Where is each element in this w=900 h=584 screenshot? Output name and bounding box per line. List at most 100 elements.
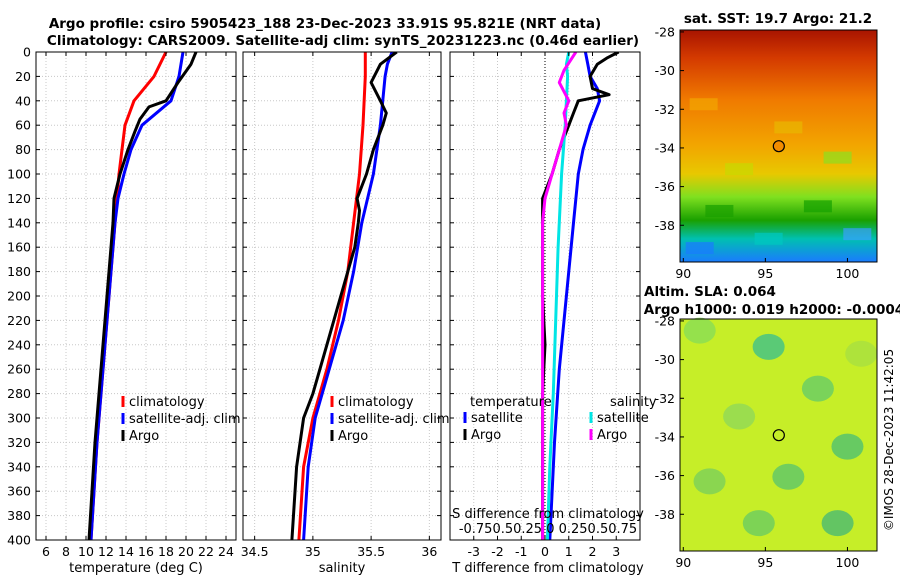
x-tick-label: 1: [565, 544, 573, 559]
sst-patch: [705, 204, 734, 217]
figure-title-line1: Argo profile: csiro 5905423_188 23-Dec-2…: [49, 16, 601, 32]
sla-blob: [752, 333, 785, 360]
y-tick-label: 120: [7, 191, 31, 206]
legend-s-satellite-label: satellite: [597, 411, 649, 426]
temperature-argo-line: [87, 52, 198, 540]
sst-map-title: sat. SST: 19.7 Argo: 21.2: [684, 11, 872, 27]
sst-patch: [803, 200, 832, 213]
argo-position-marker: [772, 429, 785, 442]
y-tick-label: 380: [7, 508, 31, 523]
legend-s-argo-label: Argo: [597, 428, 627, 443]
sla-map-frame: [679, 318, 878, 552]
sla-blob: [801, 375, 834, 402]
y-tick-label: 200: [7, 289, 31, 304]
map-x-tick-label: 100: [836, 266, 860, 281]
sla-blob: [845, 340, 878, 367]
x-tick-label: 35.5: [357, 544, 385, 559]
map-y-tick-label: -34: [655, 429, 675, 444]
difference-series-group: [541, 52, 620, 540]
y-tick-label: 360: [7, 484, 31, 499]
map-x-tick-label: 90: [675, 555, 691, 570]
y-tick-label: 140: [7, 215, 31, 230]
x-tick-label: 20: [178, 544, 194, 559]
y-tick-label: 220: [7, 313, 31, 328]
sla-blob: [693, 468, 726, 495]
x-tick-label: -2: [491, 544, 503, 559]
salinity-argo-line: [290, 52, 398, 540]
sla-blob: [742, 510, 775, 537]
x-tick-label: 6: [42, 544, 50, 559]
x-tick-label: 22: [198, 544, 214, 559]
legend-t-argo-label: Argo: [471, 428, 501, 443]
legend-satellite-label: satellite-adj. clim: [129, 412, 241, 427]
x-tick-label: 18: [158, 544, 174, 559]
y-tick-label: 300: [7, 411, 31, 426]
sst-patch: [754, 232, 783, 245]
map-y-tick-label: -28: [655, 313, 675, 328]
x-tick-label: 2: [589, 544, 597, 559]
imos-credit: ©IMOS 28-Dec-2023 11:42:05: [882, 349, 896, 531]
map-y-tick-label: -32: [655, 391, 675, 406]
x-tick-label: 10: [78, 544, 94, 559]
salinity-panel: 34.5 35 35.5 36: [241, 51, 442, 559]
map-x-tick-label: 95: [757, 266, 773, 281]
difference-salinity-argo-line: [541, 52, 578, 540]
legend-salinity-title: salinity: [610, 395, 657, 410]
sst-patch: [689, 98, 718, 111]
salinity-xlabel: salinity: [319, 561, 366, 576]
map-x-tick-label: 90: [675, 266, 691, 281]
x-tick-label: 35: [305, 544, 321, 559]
map-x-tick-label: 100: [836, 555, 860, 570]
y-tick-label: 400: [7, 533, 31, 548]
sst-map-frame: [679, 29, 878, 263]
x-tick-label: 14: [118, 544, 134, 559]
sla-map-title-line2: Argo h1000: 0.019 h2000: -0.0004: [644, 302, 900, 318]
legend-climatology-label: climatology: [338, 395, 414, 410]
temperature-series-group: [87, 52, 198, 540]
salinity-satellite-adj-clim-line: [302, 52, 394, 540]
legend-argo-label: Argo: [338, 429, 368, 444]
x-tick-label: 8: [62, 544, 70, 559]
salinity-legend: climatology satellite-adj. clim Argo: [330, 395, 450, 444]
y-tick-label: 260: [7, 362, 31, 377]
difference-legend: temperature salinity satellite Argo sate…: [452, 395, 657, 537]
legend-argo-label: Argo: [129, 429, 159, 444]
map-y-tick-label: -34: [655, 140, 675, 155]
salinity-series-group: [290, 52, 398, 540]
y-tick-label: 280: [7, 386, 31, 401]
sst-patch: [843, 228, 872, 241]
figure-title-line2: Climatology: CARS2009. Satellite-adj cli…: [47, 33, 639, 49]
y-tick-label: 40: [15, 93, 31, 108]
sla-blob: [683, 317, 716, 344]
x-tick-label: 24: [218, 544, 234, 559]
difference-xlabel: T difference from climatology: [451, 561, 644, 576]
map-y-tick-label: -38: [655, 218, 675, 233]
temperature-panel: 6 8 10 12 14 16 18 20 22 240204060801001201401601…: [7, 45, 237, 559]
map-y-tick-label: -30: [655, 352, 675, 367]
x-tick-label: 16: [138, 544, 154, 559]
salinity-difference-top-ticks: -0.750.50.25 0 0.250.50.75: [459, 522, 637, 537]
x-tick-label: 36: [421, 544, 437, 559]
x-tick-label: -1: [515, 544, 527, 559]
temperature-satellite-adj-clim-line: [89, 52, 185, 540]
sla-blob: [723, 403, 756, 430]
sst-map: -28 -30 -32 -34 -36 -38 90 95 100: [655, 24, 878, 281]
x-tick-label: 34.5: [241, 544, 269, 559]
x-tick-label: 12: [98, 544, 114, 559]
sst-patch: [823, 151, 852, 164]
y-tick-label: 160: [7, 240, 31, 255]
map-y-tick-label: -36: [655, 179, 675, 194]
y-tick-label: 320: [7, 435, 31, 450]
difference-salinity-satellite-line: [545, 52, 571, 540]
map-y-tick-label: -30: [655, 63, 675, 78]
map-y-tick-label: -32: [655, 102, 675, 117]
sla-map-title-line1: Altim. SLA: 0.064: [644, 284, 776, 300]
temperature-xlabel: temperature (deg C): [69, 561, 203, 576]
temperature-legend: climatology satellite-adj. clim Argo: [121, 395, 241, 444]
y-tick-label: 80: [15, 142, 31, 157]
y-tick-label: 100: [7, 167, 31, 182]
map-y-tick-label: -28: [655, 24, 675, 39]
y-tick-label: 340: [7, 459, 31, 474]
sla-blob: [772, 463, 805, 490]
